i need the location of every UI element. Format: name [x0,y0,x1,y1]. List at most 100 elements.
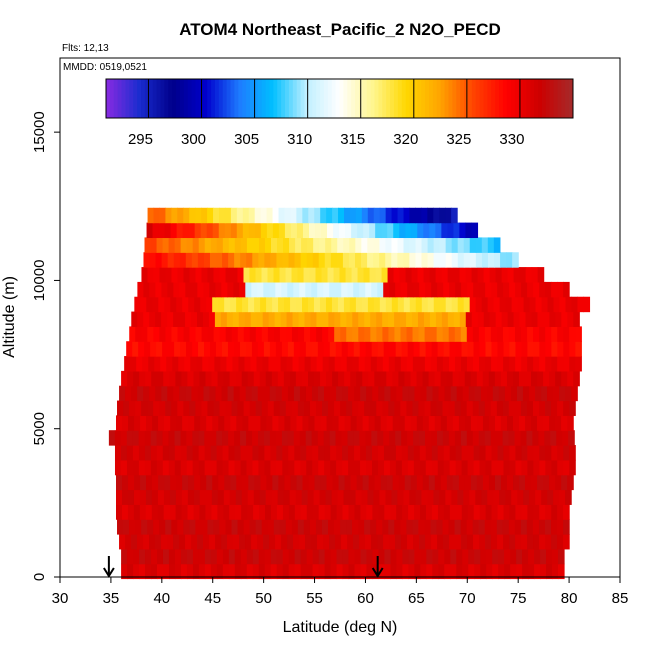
colorbar-segment [355,79,360,118]
heatmap-cell [204,341,211,357]
colorbar-segment [393,79,399,118]
heatmap-cell [186,563,194,580]
heatmap-cell [209,252,217,268]
heatmap-cell [376,356,384,372]
heatmap-cell [144,430,152,446]
heatmap-cell [207,207,214,224]
heatmap-cell [310,326,317,342]
heatmap-cell [165,519,172,535]
heatmap-cell [391,207,399,224]
heatmap-cell [392,474,400,491]
heatmap-cell [295,237,302,253]
heatmap-cell [193,504,201,520]
heatmap-cell [394,400,401,416]
heatmap-cell [492,563,499,580]
heatmap-cell [409,207,417,224]
heatmap-cell [370,326,377,342]
heatmap-cell [186,445,194,461]
x-tick-label: 50 [255,590,272,607]
heatmap-cell [408,548,415,565]
heatmap-cell [167,252,175,268]
heatmap-cell [216,548,224,565]
heatmap-cell [490,430,498,446]
heatmap-cell [329,341,337,357]
heatmap-cell [517,489,524,505]
heatmap-cell [289,237,296,253]
colorbar-segment [191,79,197,118]
heatmap-cell [412,311,419,327]
heatmap-cell [311,281,318,298]
heatmap-cell [575,356,582,372]
heatmap-cell [210,563,218,580]
heatmap-cell [533,281,540,298]
colorbar-segment [125,79,130,118]
heatmap-cell [451,207,458,224]
heatmap-cell [156,430,164,446]
colorbar-segment [390,79,395,118]
heatmap-cell [158,222,166,239]
colorbar-segment [514,79,520,118]
heatmap-cell [198,445,206,461]
heatmap-cell [484,430,492,446]
heatmap-cell [145,489,153,505]
heatmap-cell [527,326,534,342]
heatmap-cell [148,356,155,372]
heatmap-cell [521,459,528,476]
heatmap-cell [577,296,585,313]
heatmap-cell [256,356,264,372]
heatmap-cell [395,459,403,476]
heatmap-cell [433,252,441,268]
heatmap-cell [269,341,277,357]
heatmap-cell [397,252,404,268]
heatmap-cell [184,356,191,372]
heatmap-cell [335,341,343,357]
heatmap-cell [545,445,552,461]
heatmap-cell [415,237,423,253]
x-tick-label: 65 [408,590,425,607]
heatmap-cell [350,415,358,431]
heatmap-cell [378,504,385,520]
heatmap-cell [315,222,322,239]
heatmap-cell [545,341,552,357]
heatmap-cell [186,341,193,357]
heatmap-cell [408,504,415,520]
heatmap-cell [402,548,409,565]
heatmap-cell [497,356,504,372]
heatmap-cell [555,311,562,327]
heatmap-cell [396,385,404,402]
colorbar-segment [479,79,484,118]
colorbar-segment [417,79,422,118]
heatmap-cell [355,296,363,313]
heatmap-cell [178,356,185,372]
heatmap-cell [551,519,558,535]
heatmap-cell [479,281,486,298]
heatmap-cell [340,326,347,342]
heatmap-cell [145,370,152,387]
heatmap-cell [416,474,424,491]
heatmap-cell [176,474,183,491]
heatmap-cell [160,356,167,372]
heatmap-cell [295,370,303,387]
heatmap-cell [321,267,329,283]
heatmap-cell [377,341,385,357]
colorbar-segment [561,79,566,118]
heatmap-cell [355,252,362,268]
heatmap-cell [388,400,395,416]
heatmap-cell [355,237,362,253]
heatmap-cell [540,548,547,565]
heatmap-cell [555,370,562,387]
heatmap-cell [418,519,426,535]
heatmap-cell [263,385,271,402]
heatmap-cell [388,326,396,342]
heatmap-cell [221,385,229,402]
heatmap-cell [192,548,200,565]
heatmap-cell [163,489,171,505]
heatmap-cell [330,548,338,565]
heatmap-cell [195,207,202,224]
heatmap-cell [476,370,484,387]
heatmap-cell [161,385,168,402]
heatmap-cell [240,237,248,253]
heatmap-cell [427,252,435,268]
heatmap-cell [372,548,380,565]
heatmap-cell [217,489,225,505]
